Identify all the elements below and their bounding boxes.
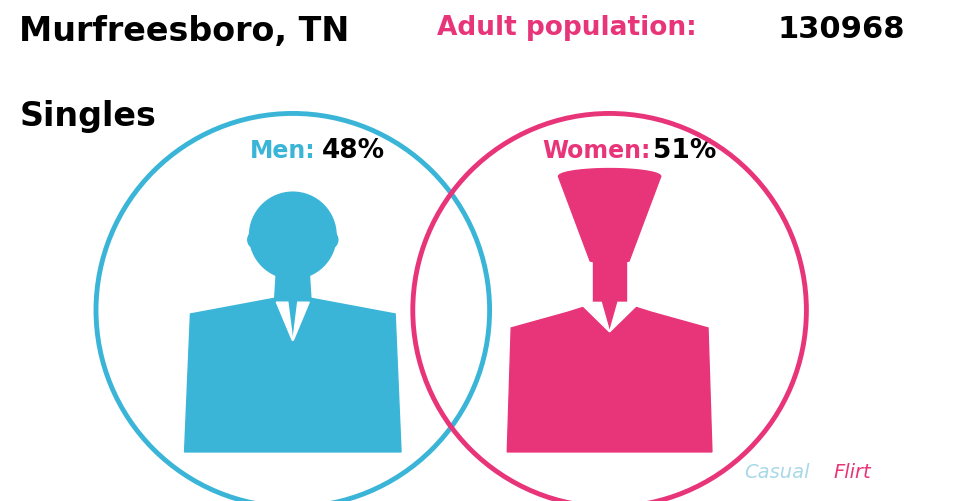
Text: Men:: Men: [250,138,315,162]
Text: Women:: Women: [542,138,651,162]
Ellipse shape [325,233,338,248]
Polygon shape [559,169,660,266]
Polygon shape [610,303,639,332]
Polygon shape [276,303,293,342]
Polygon shape [184,299,401,452]
Text: 51%: 51% [653,137,716,163]
Text: Murfreesboro, TN: Murfreesboro, TN [19,15,349,48]
Polygon shape [282,342,303,405]
Text: Adult population:: Adult population: [437,15,697,41]
Polygon shape [275,273,311,299]
Polygon shape [293,303,309,342]
Ellipse shape [248,233,260,248]
Polygon shape [580,303,610,332]
Text: 48%: 48% [322,137,385,163]
Text: Flirt: Flirt [833,462,871,481]
Ellipse shape [250,193,336,279]
Text: Singles: Singles [19,100,156,133]
Polygon shape [507,305,712,452]
Polygon shape [593,262,626,305]
Text: 130968: 130968 [778,15,905,44]
Text: Casual: Casual [744,462,809,481]
